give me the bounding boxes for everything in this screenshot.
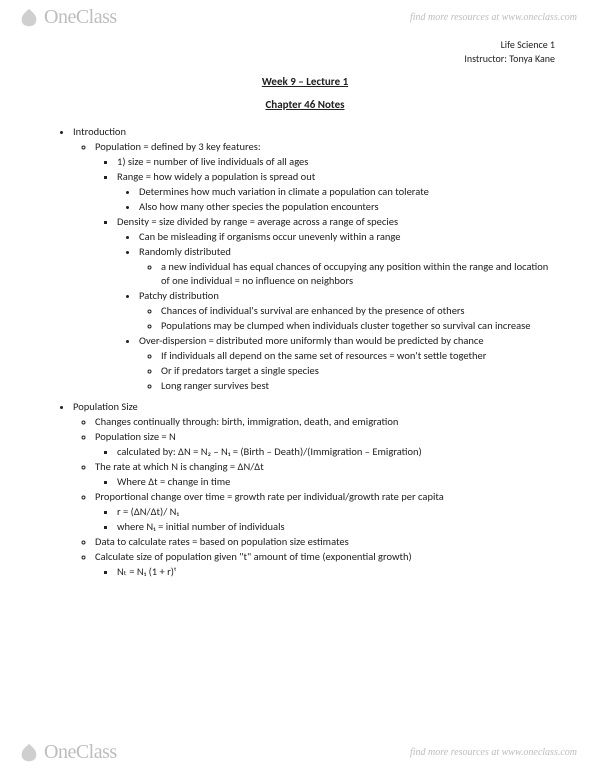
text: Density = size divided by range = averag… [117, 215, 398, 228]
brand-text-footer: OneClass [44, 741, 117, 764]
list-item: Populations may be clumped when individu… [161, 319, 555, 333]
list-item: Or if predators target a single species [161, 364, 555, 378]
list-item: r = (ΔN/Δt)/ N₁ [117, 505, 555, 519]
list-item: Over-dispersion = distributed more unifo… [139, 334, 555, 393]
text: Over-dispersion = distributed more unifo… [139, 334, 484, 347]
list-item: If individuals all depend on the same se… [161, 349, 555, 363]
notes-root: Introduction Population = defined by 3 k… [55, 125, 555, 579]
page-subtitle: Chapter 46 Notes [55, 98, 555, 111]
list-item: Population = defined by 3 key features: … [95, 140, 555, 394]
page-content: Life Science 1 Instructor: Tonya Kane We… [55, 38, 555, 580]
watermark-footer: OneClass find more resources at www.onec… [0, 735, 595, 770]
list-item: Calculate size of population given "t" a… [95, 550, 555, 579]
text: Population = defined by 3 key features: [95, 140, 261, 153]
list-item: Data to calculate rates = based on popul… [95, 535, 555, 549]
header-tagline: find more resources at www.oneclass.com [410, 12, 577, 23]
list-item: 1) size = number of live individuals of … [117, 155, 555, 169]
brand-logo-footer: OneClass [18, 741, 117, 764]
list-item: Determines how much variation in climate… [139, 185, 555, 199]
intro-heading: Introduction [73, 125, 126, 138]
list-item: where N₁ = initial number of individuals [117, 520, 555, 534]
text: Proportional change over time = growth r… [95, 490, 444, 503]
text: Randomly distributed [139, 245, 231, 258]
list-item: calculated by: ΔN = N₂ – N₁ = (Birth – D… [117, 445, 555, 459]
text: Population size = N [95, 430, 176, 443]
instructor-line: Instructor: Tonya Kane [55, 52, 555, 66]
text: The rate at which N is changing = ΔN/Δt [95, 460, 264, 473]
leaf-icon [18, 7, 40, 29]
text: Range = how widely a population is sprea… [117, 170, 315, 183]
text: Patchy distribution [139, 289, 219, 302]
list-item: Where Δt = change in time [117, 475, 555, 489]
text: Calculate size of population given "t" a… [95, 550, 412, 563]
course-line: Life Science 1 [55, 38, 555, 52]
list-item: Chances of individual's survival are enh… [161, 304, 555, 318]
list-item: Randomly distributed a new individual ha… [139, 245, 555, 289]
list-item: Long ranger survives best [161, 379, 555, 393]
popsize-heading: Population Size [73, 400, 138, 413]
list-item: The rate at which N is changing = ΔN/Δt … [95, 460, 555, 489]
list-item: Range = how widely a population is sprea… [117, 170, 555, 214]
list-item: Changes continually through: birth, immi… [95, 415, 555, 429]
list-item: Population size = N calculated by: ΔN = … [95, 430, 555, 459]
section-intro: Introduction Population = defined by 3 k… [73, 125, 555, 394]
footer-tagline: find more resources at www.oneclass.com [410, 747, 577, 758]
doc-meta: Life Science 1 Instructor: Tonya Kane [55, 38, 555, 65]
watermark-header: OneClass find more resources at www.onec… [0, 0, 595, 35]
page-title: Week 9 – Lecture 1 [55, 75, 555, 88]
brand-logo: OneClass [18, 6, 117, 29]
list-item: a new individual has equal chances of oc… [161, 260, 555, 289]
list-item: Density = size divided by range = averag… [117, 215, 555, 394]
list-item: Patchy distribution Chances of individua… [139, 289, 555, 333]
list-item: Nₜ = N₁ (1 + r)ᵗ [117, 565, 555, 579]
list-item: Also how many other species the populati… [139, 200, 555, 214]
leaf-icon [18, 742, 40, 764]
list-item: Proportional change over time = growth r… [95, 490, 555, 534]
list-item: Can be misleading if organisms occur une… [139, 230, 555, 244]
brand-text: OneClass [44, 6, 117, 29]
section-population-size: Population Size Changes continually thro… [73, 400, 555, 579]
